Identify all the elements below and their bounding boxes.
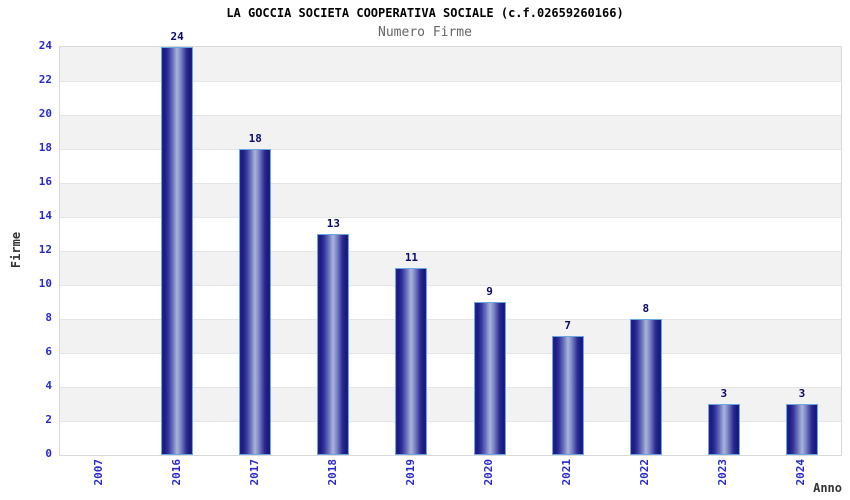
bar-value-label: 13: [326, 217, 340, 230]
y-tick-label: 10: [38, 277, 52, 290]
bar: [629, 319, 662, 455]
plot-area: 24 18 13 11 9 7 8 3 3: [59, 30, 842, 456]
y-tick-label: 16: [38, 175, 52, 188]
bar-value-label: 7: [564, 319, 571, 332]
x-tick-label: 2007: [91, 459, 105, 486]
y-tick-label: 8: [45, 311, 52, 324]
y-tick-label: 0: [45, 447, 52, 460]
bar-value-label: 9: [486, 285, 493, 298]
y-tick-label: 20: [38, 107, 52, 120]
gridline: [60, 81, 841, 82]
bar: [551, 336, 584, 455]
bar-value-label: 3: [798, 387, 806, 400]
y-tick-label: 2: [45, 413, 52, 426]
bar: [785, 404, 818, 455]
gridline: [60, 251, 841, 252]
y-tick-label: 18: [38, 141, 52, 154]
gridline: [60, 285, 841, 286]
x-axis-label: Anno: [813, 481, 842, 495]
gridline: [60, 183, 841, 184]
x-axis-ticks: 2007 2016 2017 2018 2019 2020 2021 2022 2023 2024: [59, 459, 840, 500]
gridline: [60, 387, 841, 388]
x-tick-label: 2023: [716, 459, 730, 486]
gridline: [60, 353, 841, 354]
bar-value-label: 8: [642, 302, 650, 315]
bar-value-label: 24: [170, 30, 184, 43]
gridline: [60, 217, 841, 218]
bar: [161, 47, 194, 455]
chart-title: LA GOCCIA SOCIETA COOPERATIVA SOCIALE (c…: [226, 6, 624, 20]
gridline: [60, 319, 841, 320]
bar: [395, 268, 428, 455]
bar: [239, 149, 272, 455]
bar: [317, 234, 350, 455]
bar-value-label: 18: [248, 132, 262, 145]
x-tick-label: 2016: [169, 459, 183, 486]
y-tick-label: 4: [45, 379, 52, 392]
y-axis-ticks: 0 2 4 6 8 10 12 14 16 18 20 22 24: [0, 39, 52, 460]
bar-value-label: 3: [720, 387, 728, 400]
bar: [473, 302, 506, 455]
x-tick-label: 2022: [638, 459, 652, 486]
bar: [707, 404, 740, 455]
gridline: [60, 149, 841, 150]
y-tick-label: 22: [38, 73, 52, 86]
bar-value-label: 11: [404, 251, 419, 264]
gridline: [60, 421, 841, 422]
y-tick-label: 24: [38, 39, 52, 52]
x-tick-label: 2017: [247, 459, 261, 486]
y-tick-label: 14: [38, 209, 52, 222]
chart-subtitle: Numero Firme: [378, 25, 472, 40]
y-tick-label: 6: [45, 345, 52, 358]
x-tick-label: 2019: [403, 459, 417, 486]
x-tick-label: 2020: [482, 459, 496, 486]
y-tick-label: 12: [38, 243, 52, 256]
x-tick-label: 2021: [560, 459, 574, 486]
x-tick-label: 2018: [325, 459, 339, 486]
gridline: [60, 115, 841, 116]
